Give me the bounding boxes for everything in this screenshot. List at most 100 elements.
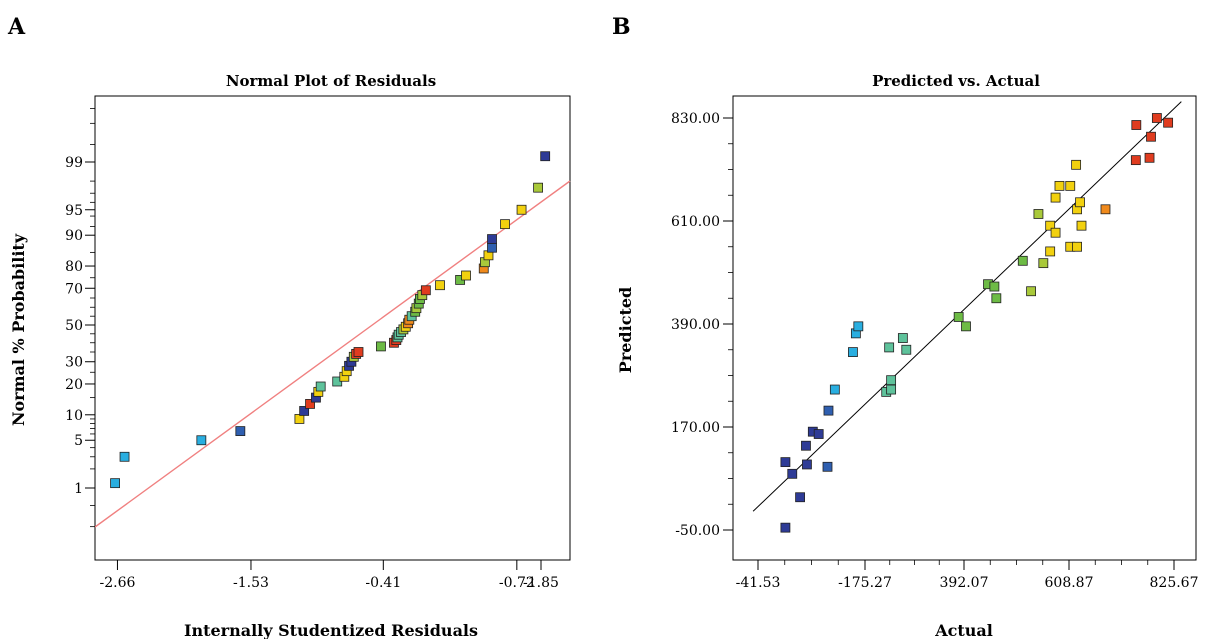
data-point [853,321,864,332]
x-tick-label: -41.53 [736,575,781,591]
y-tick-label: 170.00 [671,420,720,436]
data-point [961,321,971,332]
panel-b-label: B [612,14,631,40]
y-tick-label: 5 [74,433,83,449]
panel-b: B Predicted vs. Actual -50.00 170.00 390.0… [612,14,1199,639]
panel-a-title: Normal Plot of Residuals [226,72,436,90]
data-point [801,440,811,451]
residual-point [461,270,471,281]
y-tick-label: 20 [65,377,83,393]
data-point [1026,286,1036,297]
data-point [823,405,834,416]
data-point [1071,159,1082,170]
panel-a-y-axis-label: Normal % Probability [9,233,28,426]
data-point [1100,204,1111,215]
data-point [1075,197,1085,208]
data-point [886,384,897,395]
panel-a-fit-line-group [94,180,571,528]
y-tick-label: 30 [65,355,83,371]
data-point [822,461,833,472]
panel-b-x-axis: -41.53 -175.27 392.07 608.87 825.67 [736,560,1199,591]
residual-point [376,341,386,352]
residual-point [119,451,130,462]
residual-point [487,234,497,244]
residual-point [540,151,551,162]
data-point [848,347,858,357]
x-tick-label: -2.66 [99,575,135,591]
data-point [787,468,798,479]
data-point [1076,220,1087,231]
data-point [1144,152,1155,163]
data-point [1131,120,1142,130]
panel-b-y-axis: -50.00 170.00 390.00 610.00 830.00 [671,111,733,539]
x-tick-label: -0.72 [499,575,535,591]
data-point [795,492,805,503]
prediction-fit-line [752,101,1182,512]
residual-point [500,219,510,230]
y-tick-label: -50.00 [675,523,720,539]
data-point [1163,117,1174,128]
x-tick-label: -1.53 [233,575,269,591]
y-tick-label: 1 [74,481,83,497]
residual-point [516,204,527,215]
residual-point [299,406,310,416]
data-point [1045,220,1056,231]
panel-a-x-axis: -2.66 -1.53 -0.41 -0.72-1.85 [99,560,559,591]
data-point [802,459,812,470]
residual-point [353,347,364,357]
y-tick-label: 95 [65,203,83,219]
data-point [901,344,912,355]
panel-b-x-axis-label: Actual [934,621,993,639]
x-tick-label: 825.67 [1150,575,1199,591]
panel-a-y-axis: 1 5 10 20 30 50 70 80 90 95 99 [65,108,95,528]
data-point [884,342,895,353]
panel-a-plot-frame [94,95,571,561]
data-point [1038,258,1049,269]
residual-point [420,285,431,296]
data-point [813,429,824,439]
residual-point [196,435,207,446]
residual-point [487,242,497,253]
data-point [897,333,908,343]
y-tick-label: 80 [65,259,83,275]
panel-a-x-axis-label: Internally Studentized Residuals [184,621,478,639]
data-point [1045,246,1056,257]
y-tick-label: 390.00 [671,317,720,333]
panel-b-fit-line-group [752,101,1182,512]
y-tick-label: 90 [65,228,83,244]
x-tick-label: -0.41 [365,575,401,591]
y-tick-label: 99 [65,155,83,171]
panel-b-y-axis-label: Predicted [616,287,635,373]
x-tick-label: 608.87 [1045,575,1094,591]
data-point [1050,227,1061,238]
data-point [1151,113,1162,123]
normal-fit-line [94,180,571,528]
data-point [780,522,791,533]
data-point [780,457,791,468]
data-point [989,281,1000,292]
panel-b-title: Predicted vs. Actual [872,72,1040,90]
panel-a-label: A [7,14,26,40]
y-tick-label: 50 [65,318,83,334]
data-point [1065,180,1076,191]
residual-point [235,426,246,436]
residual-point [533,182,543,193]
y-tick-label: 610.00 [671,214,720,230]
data-point [886,375,897,386]
residual-point [435,280,445,291]
y-tick-label: 830.00 [671,111,720,127]
x-tick-label: 392.07 [940,575,989,591]
data-point [1054,180,1065,191]
data-point [1050,192,1061,203]
data-point [1033,209,1044,219]
data-point [1130,155,1141,166]
data-point [1146,131,1156,142]
data-point [829,384,840,395]
panel-b-points [780,113,1174,533]
residual-point [110,478,120,489]
data-point [991,293,1002,304]
data-point [953,312,964,322]
data-point [1072,241,1082,252]
panel-a-points [110,151,551,489]
